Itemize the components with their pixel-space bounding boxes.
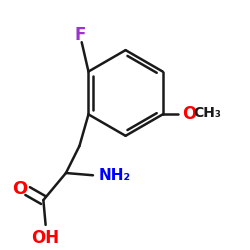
Text: F: F [75,26,86,44]
Text: NH₂: NH₂ [98,168,131,183]
Text: O: O [182,106,196,124]
Text: CH₃: CH₃ [193,106,221,120]
Text: O: O [12,180,27,198]
Text: OH: OH [32,230,60,248]
